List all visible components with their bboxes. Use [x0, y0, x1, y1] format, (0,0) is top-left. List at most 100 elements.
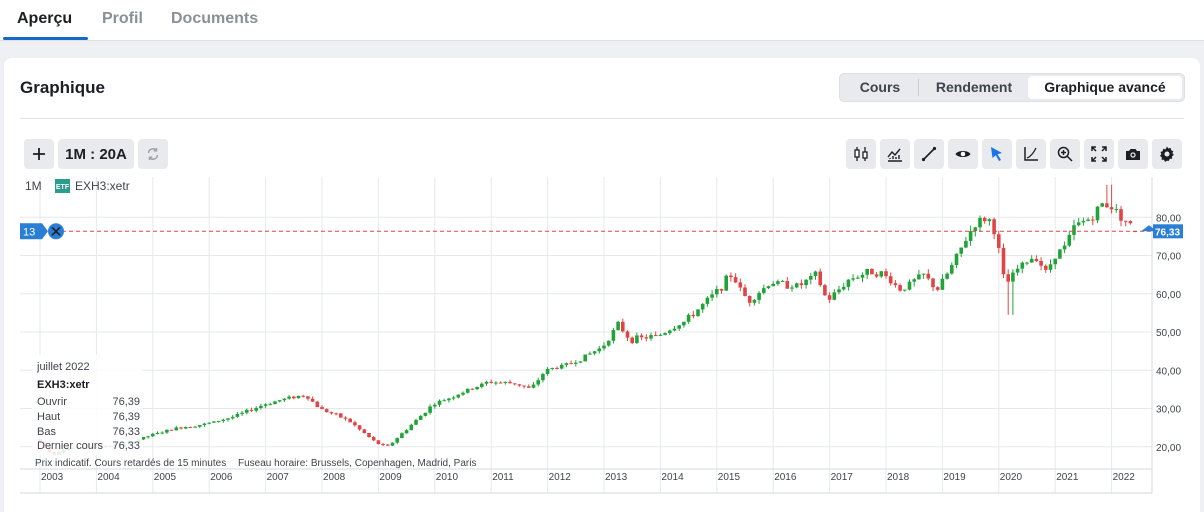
chart-type-button[interactable]: [846, 139, 876, 169]
mode-cours-button[interactable]: Cours: [859, 79, 901, 95]
candle-body: [230, 416, 235, 419]
candle-body: [179, 427, 183, 429]
candle-body: [574, 362, 578, 364]
candle-body: [851, 278, 855, 280]
candle-body: [188, 426, 193, 428]
candle-body: [743, 287, 747, 297]
candle-body: [606, 340, 611, 346]
candle-body: [310, 398, 315, 402]
candle-body: [1072, 225, 1076, 235]
candle-body: [780, 281, 785, 283]
etf-badge-label: ETF: [56, 184, 70, 191]
cursor-button[interactable]: [982, 139, 1012, 169]
candle-body: [790, 287, 794, 289]
candle-body: [635, 335, 639, 344]
candle-body: [1015, 268, 1020, 273]
candle-body: [390, 442, 395, 446]
x-tick-label: 2008: [323, 472, 346, 483]
candle-body: [1123, 220, 1128, 222]
add-indicator-button[interactable]: [24, 139, 54, 169]
candle-body: [588, 353, 592, 355]
candle-body: [1029, 258, 1034, 263]
tab-documents[interactable]: Documents: [171, 10, 259, 27]
candle-body: [809, 276, 813, 280]
candle-body: [517, 384, 522, 386]
candle-body: [804, 279, 808, 286]
candle-body: [818, 271, 822, 286]
candle-body: [202, 423, 207, 426]
candle-body: [964, 240, 968, 248]
candle-body: [306, 396, 310, 399]
x-tick-label: 2019: [943, 472, 966, 483]
candle-body: [893, 283, 898, 286]
tab-profil[interactable]: Profil: [102, 10, 143, 27]
candle-body: [503, 381, 508, 383]
zoom-button[interactable]: [1050, 139, 1080, 169]
y-tick-label: 20,00: [1156, 443, 1181, 454]
candle-body: [376, 440, 381, 445]
candle-body: [348, 418, 352, 423]
candle-body: [672, 328, 677, 331]
period-selector-button[interactable]: 1M : 20A: [58, 139, 134, 169]
mode-rendement-button[interactable]: Rendement: [935, 79, 1013, 95]
candle-body: [221, 419, 226, 422]
candle-body: [940, 278, 945, 290]
candle-body: [400, 433, 404, 439]
candle-body: [508, 381, 512, 384]
candle-body: [381, 444, 385, 446]
fullscreen-button[interactable]: [1084, 139, 1114, 169]
visibility-button[interactable]: [948, 139, 978, 169]
candle-body: [357, 425, 362, 430]
candle-body: [240, 412, 244, 414]
x-tick-label: 2022: [1113, 472, 1136, 483]
candle-body: [865, 268, 869, 275]
current-price-value: 76,33: [1155, 227, 1180, 238]
candle-body: [324, 409, 329, 413]
candle-body: [935, 287, 940, 290]
tooltip-low-label: Bas: [37, 426, 56, 438]
candle-body: [973, 227, 978, 232]
candle-body: [1100, 203, 1104, 207]
tab-apercu[interactable]: Aperçu: [17, 10, 73, 27]
candle-body: [151, 433, 155, 437]
candle-body: [461, 392, 465, 395]
candle-body: [512, 383, 517, 385]
indicators-button[interactable]: [880, 139, 910, 169]
candle-body: [766, 286, 771, 289]
tooltip-open-label: Ouvrir: [37, 396, 67, 408]
candle-body: [987, 219, 992, 222]
alert-marker[interactable]: 13: [20, 223, 64, 240]
y-tick-label: 60,00: [1156, 290, 1181, 301]
time-axis: 2003 2004 2005 2006 2007 2008 2009 2010 2011 2012…: [41, 472, 1135, 483]
candle-body: [386, 444, 390, 446]
candle-body: [353, 422, 357, 426]
candle-body: [141, 436, 146, 440]
x-tick-label: 2020: [1000, 472, 1023, 483]
axis-settings-button[interactable]: [1016, 139, 1046, 169]
candle-body: [451, 397, 456, 399]
candle-body: [846, 279, 851, 287]
tooltip-open-value: 76,39: [112, 396, 140, 408]
candle-body: [183, 426, 188, 429]
candle-body: [320, 407, 324, 410]
mode-advanced-button[interactable]: Graphique avancé: [1028, 76, 1182, 99]
candle-body: [292, 396, 296, 399]
chart-grid: [20, 177, 1153, 494]
price-chart[interactable]: 80,00 70,00 60,00 50,00 40,00 30,00 20,00 2003…: [20, 177, 1184, 495]
candle-body: [541, 373, 545, 381]
candle-body: [1067, 234, 1072, 246]
reset-chart-button[interactable]: [138, 139, 168, 169]
draw-line-button[interactable]: [914, 139, 944, 169]
tooltip-high-label: Haut: [37, 411, 60, 423]
candle-body: [597, 348, 602, 352]
candle-body: [794, 283, 799, 288]
last-price-marker: [1140, 225, 1157, 232]
delay-note: Prix indicatif. Cours retardés de 15 min…: [35, 458, 226, 469]
candle-body: [174, 427, 179, 431]
chart-settings-button[interactable]: [1152, 139, 1182, 169]
screenshot-button[interactable]: [1118, 139, 1148, 169]
candle-body: [555, 367, 559, 369]
candle-body: [1011, 272, 1015, 282]
separator: [918, 79, 919, 96]
candle-body: [207, 422, 211, 424]
